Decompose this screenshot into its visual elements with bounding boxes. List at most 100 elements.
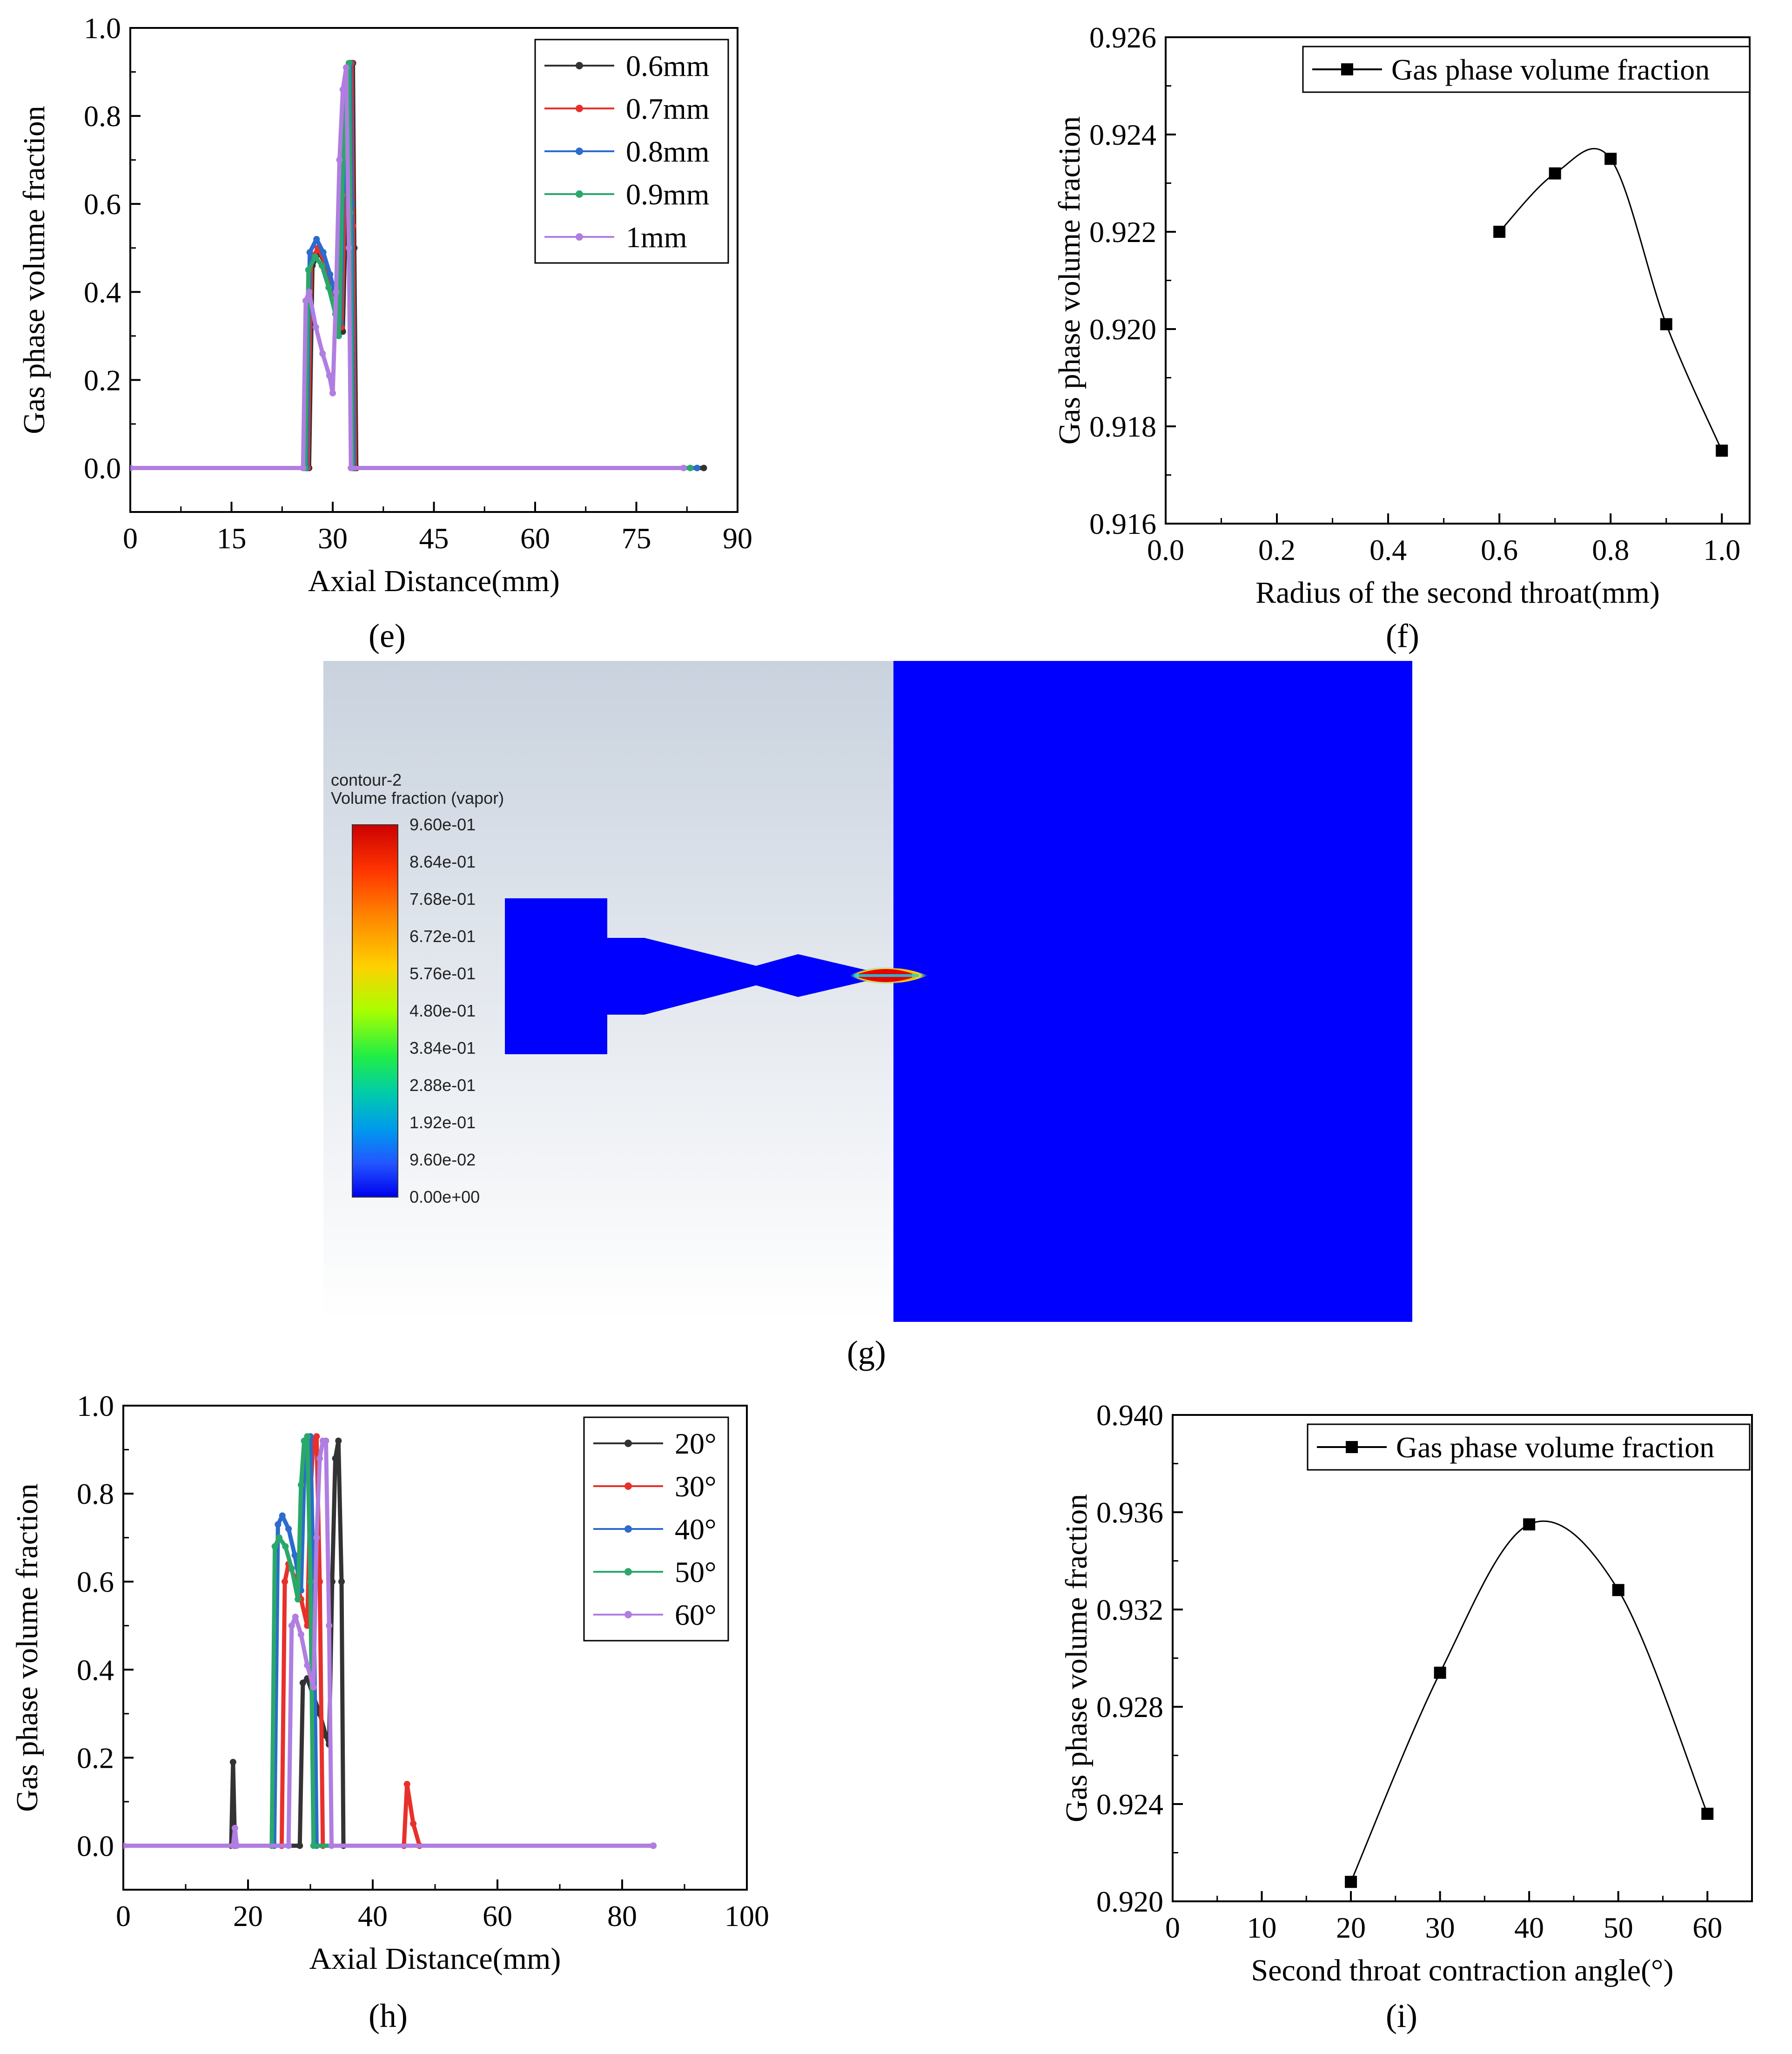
- panel-label-i: (i): [1386, 1997, 1417, 2034]
- x-tick-label: 60: [520, 522, 550, 555]
- data-point: [288, 1565, 295, 1572]
- data-point: [130, 465, 134, 471]
- data-point: [327, 271, 334, 278]
- legend-label: 50°: [675, 1556, 717, 1589]
- y-tick-label: 0.4: [77, 1653, 114, 1686]
- x-tick-label: 1.0: [1703, 533, 1740, 566]
- y-tick-label: 0.936: [1096, 1496, 1163, 1529]
- colorbar-tick-label: 5.76e-01: [409, 964, 476, 983]
- data-point: [410, 1820, 417, 1827]
- legend-label: 1mm: [626, 221, 687, 254]
- y-tick-label: 0.6: [77, 1565, 114, 1598]
- legend-label: 60°: [675, 1598, 717, 1631]
- y-tick-label: 0.6: [84, 188, 121, 221]
- y-axis-title: Gas phase volume fraction: [1053, 116, 1087, 445]
- x-tick-label: 60: [483, 1899, 512, 1933]
- y-axis-title: Gas phase volume fraction: [10, 1483, 44, 1812]
- data-point: [336, 156, 343, 163]
- data-point: [297, 1482, 304, 1488]
- x-tick-label: 100: [725, 1899, 769, 1933]
- x-tick-label: 0.6: [1481, 533, 1518, 566]
- legend-label: 0.7mm: [626, 92, 710, 125]
- y-tick-label: 1.0: [84, 12, 121, 45]
- data-point: [694, 465, 700, 471]
- data-point: [326, 1622, 333, 1629]
- data-point: [1493, 226, 1506, 238]
- data-point: [326, 372, 333, 379]
- data-point: [310, 1684, 317, 1691]
- legend-marker: [624, 1482, 632, 1490]
- x-tick-label: 0: [1165, 1911, 1180, 1944]
- data-point: [325, 284, 332, 291]
- x-axis-title: Second throat contraction angle(°): [1251, 1953, 1674, 1987]
- legend-label: 0.6mm: [626, 49, 710, 82]
- data-point: [291, 1552, 298, 1559]
- data-point: [1716, 444, 1728, 457]
- y-axis-title: Gas phase volume fraction: [17, 106, 51, 434]
- y-tick-label: 0.922: [1089, 216, 1156, 249]
- data-point: [687, 465, 694, 471]
- series-50-: [123, 1433, 657, 1849]
- chart-e-axial-distance: 0 15 30 45 60 75 90 0.0 0.2 0.4 0.6 0.8 1.0 Axial Dis…: [17, 12, 752, 598]
- data-point: [329, 1578, 336, 1585]
- data-point: [333, 289, 340, 296]
- data-point: [680, 465, 687, 471]
- series-gas-phase-volume-fraction: [1345, 1518, 1714, 1888]
- data-point: [282, 1578, 289, 1585]
- x-tick-label: 0: [123, 522, 138, 555]
- data-point: [332, 1455, 339, 1462]
- series-1mm: [130, 64, 687, 471]
- data-point: [650, 1842, 657, 1849]
- data-point: [1434, 1666, 1446, 1679]
- data-point: [276, 1534, 282, 1541]
- x-tick-label: 90: [723, 522, 752, 555]
- colorbar-tick-label: 0.00e+00: [409, 1187, 480, 1206]
- data-point: [292, 1613, 299, 1620]
- panel-label-f: (f): [1386, 617, 1419, 654]
- data-point: [339, 86, 346, 93]
- series-line: [123, 1434, 653, 1848]
- data-point: [329, 390, 336, 397]
- y-tick-label: 0.940: [1096, 1399, 1163, 1432]
- data-point: [320, 249, 327, 256]
- data-point: [343, 64, 349, 71]
- y-tick-label: 0.8: [77, 1477, 114, 1510]
- data-point: [322, 1732, 329, 1739]
- data-point: [233, 1842, 240, 1849]
- y-tick-label: 0.0: [77, 1829, 114, 1862]
- series-line: [123, 1434, 653, 1848]
- jet-centerline: [854, 974, 919, 977]
- outlet-domain: [893, 661, 1412, 1322]
- plot-frame: [1165, 36, 1751, 525]
- x-tick-label: 0: [116, 1899, 131, 1933]
- y-tick-label: 0.916: [1089, 507, 1156, 540]
- data-point: [336, 332, 342, 339]
- series-line: [1350, 1520, 1708, 1882]
- data-point: [123, 1842, 127, 1849]
- panel-label-e: (e): [369, 617, 406, 654]
- x-tick-label: 45: [419, 522, 449, 555]
- chart-h-axial-distance: 0 20 40 60 80 100 0.0 0.2 0.4 0.6 0.8 1.0 Axial Dist…: [10, 1389, 769, 1976]
- data-point: [310, 1842, 317, 1849]
- y-tick-label: 0.924: [1096, 1788, 1163, 1821]
- series-30-: [123, 1433, 657, 1849]
- y-tick-label: 0.918: [1089, 410, 1156, 443]
- series-40-: [123, 1433, 657, 1849]
- x-tick-label: 40: [358, 1899, 388, 1933]
- legend: 0.6mm 0.7mm 0.8mm 0.9mm 1mm: [534, 39, 729, 264]
- data-point: [304, 1662, 311, 1669]
- x-tick-label: 50: [1604, 1911, 1633, 1944]
- data-point: [282, 1543, 289, 1550]
- series-gas-phase-volume-fraction: [1493, 148, 1728, 457]
- data-point: [307, 1578, 314, 1585]
- x-tick-label: 75: [622, 522, 651, 555]
- data-point: [316, 1578, 323, 1585]
- nozzle-geometry: [505, 898, 882, 1054]
- y-tick-label: 0.920: [1096, 1885, 1163, 1918]
- legend-marker: [624, 1611, 632, 1618]
- data-point: [335, 1437, 342, 1444]
- chart-f-second-throat-radius: 0.0 0.2 0.4 0.6 0.8 1.0 0.916 0.918 0.920 0.922 0.…: [1053, 21, 1751, 610]
- y-tick-label: 0.0: [84, 451, 121, 485]
- legend-marker: [1346, 1441, 1358, 1453]
- data-point: [305, 267, 312, 273]
